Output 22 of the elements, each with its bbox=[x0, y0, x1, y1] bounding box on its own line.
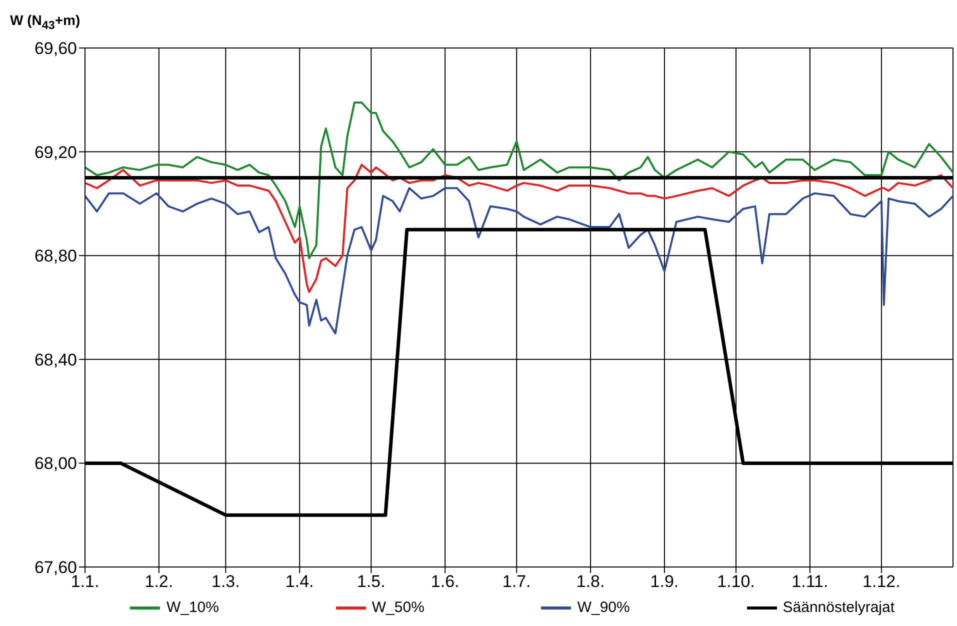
x-tick-label: 1.9. bbox=[650, 572, 679, 592]
y-tick-label: 69,20 bbox=[34, 142, 77, 162]
x-tick-label: 1.3. bbox=[212, 572, 240, 592]
legend-label: Säännöstelyrajat bbox=[782, 599, 895, 616]
legend-label: W_90% bbox=[577, 599, 630, 616]
y-tick-label: 68,00 bbox=[34, 454, 77, 474]
y-tick-label: 68,80 bbox=[34, 246, 77, 266]
x-tick-label: 1.5. bbox=[356, 572, 386, 592]
x-tick-label: 1.2. bbox=[144, 572, 174, 592]
x-tick-label: 1.1. bbox=[70, 572, 100, 592]
legend-label: W_50% bbox=[372, 599, 424, 616]
y-tick-label: 68,40 bbox=[34, 350, 77, 370]
y-tick-label: 69,60 bbox=[34, 39, 77, 58]
x-tick-label: 1.8. bbox=[576, 572, 605, 592]
x-tick-label: 1.6. bbox=[430, 572, 460, 592]
legend-label: W_10% bbox=[166, 599, 219, 616]
x-tick-label: 1.10. bbox=[717, 572, 755, 592]
x-tick-label: 1.12. bbox=[862, 572, 900, 592]
x-tick-label: 1.7. bbox=[502, 572, 531, 592]
x-tick-label: 1.4. bbox=[285, 572, 314, 592]
y-axis-title: W (N$_{43}$+m) bbox=[10, 12, 80, 32]
x-tick-label: 1.11. bbox=[792, 572, 828, 592]
